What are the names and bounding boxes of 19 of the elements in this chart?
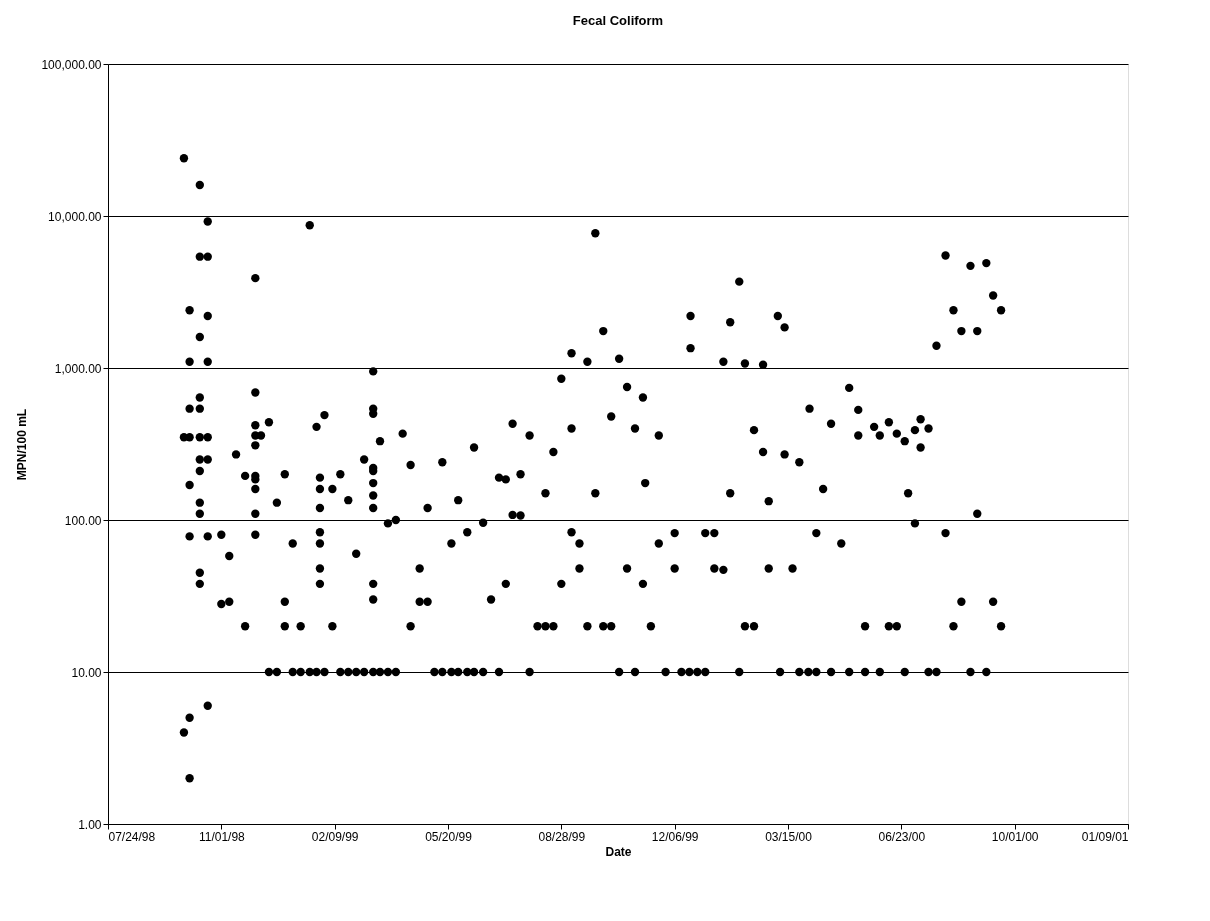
y-tick-label: 100,000.00	[41, 57, 102, 72]
x-tick-label: 06/23/00	[878, 829, 926, 844]
y-axis-title: MPN/100 mL	[15, 408, 30, 481]
x-tick-label: 01/09/01	[1081, 829, 1129, 844]
y-tick-label: 100.00	[64, 513, 102, 528]
chart-title: Fecal Coliform	[572, 13, 664, 28]
y-tick-label: 1.00	[78, 817, 102, 832]
x-tick-label: 03/15/00	[765, 829, 813, 844]
y-tick-label: 10,000.00	[48, 209, 102, 224]
y-tick-label: 1,000.00	[54, 361, 102, 376]
x-tick-label: 05/20/99	[425, 829, 473, 844]
y-tick-label: 10.00	[71, 665, 102, 680]
x-tick-label: 11/01/98	[198, 829, 246, 844]
x-tick-label: 07/24/98	[108, 829, 156, 844]
x-tick-label: 08/28/99	[538, 829, 586, 844]
x-tick-label: 10/01/00	[991, 829, 1039, 844]
x-tick-label: 12/06/99	[651, 829, 699, 844]
x-axis-title: Date	[605, 844, 632, 859]
x-tick-label: 02/09/99	[311, 829, 359, 844]
